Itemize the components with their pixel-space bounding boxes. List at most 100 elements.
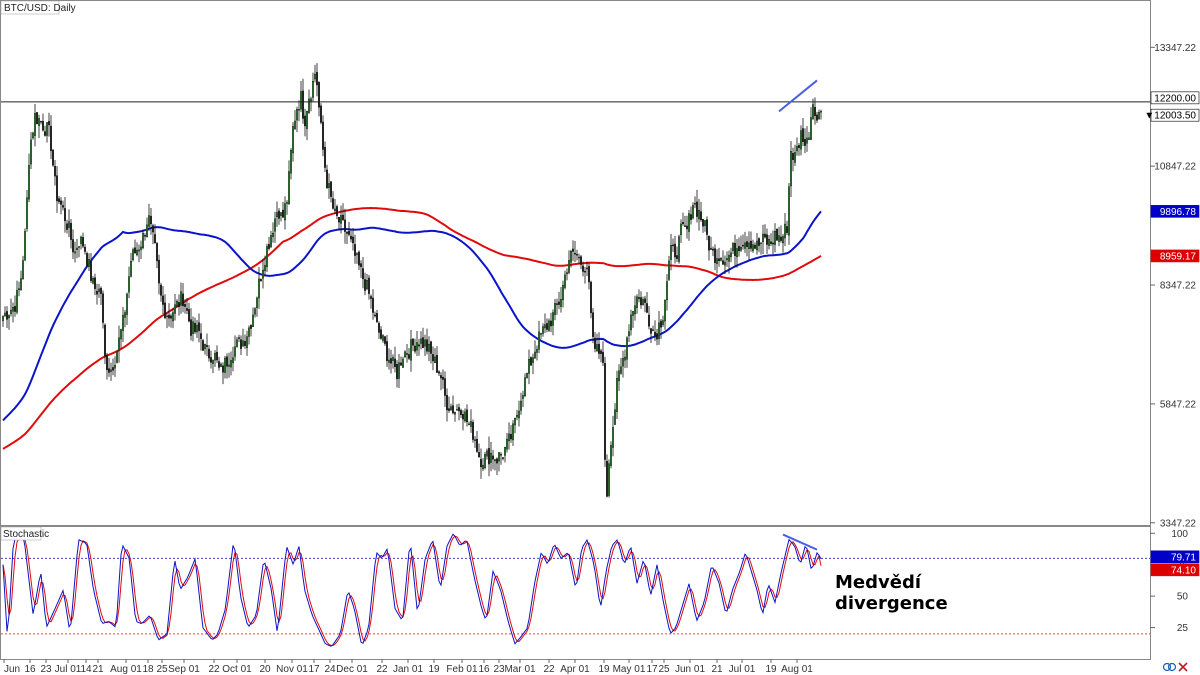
candle-body	[794, 152, 796, 163]
candle-body	[380, 329, 382, 339]
candle-body	[200, 333, 202, 339]
link-icon[interactable]	[1162, 662, 1177, 672]
candle-body	[744, 242, 746, 249]
candle-body	[60, 200, 62, 205]
candle-body	[122, 314, 124, 331]
candle-body	[322, 121, 324, 150]
candle-body	[446, 395, 448, 411]
candle-body	[788, 186, 790, 236]
candle-body	[84, 246, 86, 252]
candle-body	[500, 454, 502, 456]
candle-body	[608, 463, 610, 496]
candle-body	[438, 371, 440, 374]
candle-body	[504, 446, 506, 456]
candle-body	[468, 423, 470, 426]
close-icon[interactable]	[1178, 662, 1188, 672]
horizontal-levels	[1, 101, 1150, 635]
candle-body	[522, 395, 524, 399]
candle-body	[658, 322, 660, 339]
candle-body	[492, 455, 494, 460]
candle-body	[596, 344, 598, 351]
candle-body	[346, 231, 348, 234]
candle-body	[758, 238, 760, 246]
candle-body	[578, 256, 580, 259]
candle-body	[260, 279, 262, 281]
candle-body	[286, 202, 288, 204]
candle-body	[776, 229, 778, 241]
candle-body	[648, 314, 650, 327]
candle-body	[466, 409, 468, 423]
price-tag-ma-red-box	[1150, 249, 1200, 263]
candle-body	[228, 364, 230, 367]
candle-body	[392, 357, 394, 361]
candle-body	[370, 296, 372, 299]
candle-body	[348, 230, 350, 235]
candle-body	[150, 215, 152, 225]
indicator-title: Stochastic	[3, 529, 49, 540]
ma-blue-line	[2, 210, 822, 422]
candle-body	[644, 298, 646, 303]
candle-body	[106, 355, 108, 371]
candle-body	[82, 237, 84, 247]
stoch-tag-k: 79.71	[1171, 552, 1196, 563]
chart-title: BTC/USD: Daily	[4, 3, 76, 14]
candle-body	[700, 211, 702, 221]
x-tick-label: Aug 01	[110, 664, 142, 675]
candle-body	[802, 128, 804, 143]
candle-body	[336, 206, 338, 216]
candle-body	[332, 198, 334, 209]
candle-body	[80, 236, 82, 244]
candle-body	[546, 323, 548, 330]
candle-body	[568, 260, 570, 273]
candle-body	[188, 309, 190, 322]
candle-body	[182, 293, 184, 307]
candle-body	[294, 120, 296, 130]
candle-body	[588, 266, 590, 283]
candle-body	[410, 339, 412, 361]
candle-body	[72, 239, 74, 253]
candle-body	[490, 452, 492, 463]
candle-body	[592, 312, 594, 337]
candle-body	[306, 110, 308, 129]
candle-body	[276, 212, 278, 218]
candle-body	[302, 90, 304, 119]
candle-body	[166, 315, 168, 318]
x-tick-label: Aug 01	[781, 664, 813, 675]
candle-body	[248, 327, 250, 337]
candle-body	[140, 246, 142, 250]
candle-body	[330, 181, 332, 197]
candle-body	[488, 448, 490, 465]
candle-body	[572, 248, 574, 252]
candle-body	[702, 219, 704, 227]
candle-body	[452, 405, 454, 414]
candle-body	[704, 220, 706, 226]
x-tick-label: 25	[156, 664, 168, 675]
candle-body	[616, 378, 618, 412]
candle-body	[540, 333, 542, 335]
candle-body	[320, 105, 322, 123]
candle-body	[342, 214, 344, 220]
x-tick-label: Jun	[4, 664, 20, 675]
candle-body	[202, 340, 204, 351]
candle-body	[632, 311, 634, 316]
candle-body	[242, 340, 244, 347]
candle-body	[808, 137, 810, 140]
candle-body	[752, 244, 754, 251]
candle-body	[142, 232, 144, 249]
candle-body	[748, 242, 750, 249]
candle-body	[624, 356, 626, 361]
candle-body	[742, 244, 744, 247]
candle-body	[416, 342, 418, 351]
price-tag-level: 12200.00	[1154, 93, 1196, 104]
candle-body	[268, 244, 270, 249]
candle-body	[94, 277, 96, 289]
candle-body	[564, 274, 566, 288]
x-tick-label: Apr 01	[560, 664, 590, 675]
candle-body	[434, 356, 436, 364]
candle-body	[562, 284, 564, 301]
candle-body	[444, 378, 446, 396]
candlesticks	[2, 63, 822, 498]
candle-body	[432, 354, 434, 362]
candle-body	[168, 314, 170, 319]
candle-body	[388, 359, 390, 363]
